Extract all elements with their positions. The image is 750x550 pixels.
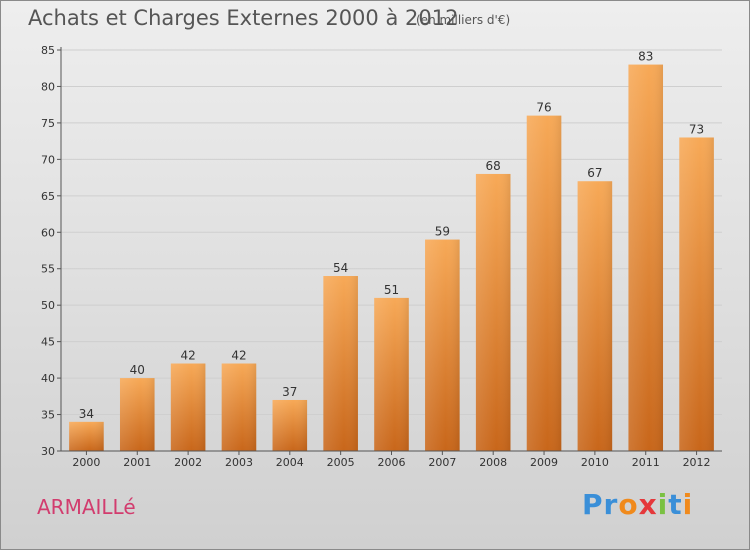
- x-tick-label: 2003: [225, 456, 253, 469]
- data-label: 59: [435, 225, 450, 239]
- y-tick-label: 50: [41, 299, 55, 312]
- y-tick-label: 40: [41, 372, 55, 385]
- y-tick-label: 65: [41, 190, 55, 203]
- x-tick-label: 2007: [428, 456, 456, 469]
- y-tick-label: 60: [41, 226, 55, 239]
- bar-shade: [679, 137, 714, 451]
- x-tick-label: 2009: [530, 456, 558, 469]
- data-label: 67: [587, 166, 602, 180]
- data-label: 76: [536, 101, 551, 115]
- x-tick-label: 2010: [581, 456, 609, 469]
- bar-shade: [170, 363, 206, 451]
- bar-shade: [272, 399, 308, 451]
- bar-shade: [221, 363, 257, 451]
- data-label: 83: [638, 50, 653, 64]
- y-tick-label: 55: [41, 263, 55, 276]
- logo-letter: r: [603, 488, 619, 521]
- bar-shade: [628, 64, 664, 451]
- y-tick-label: 75: [41, 117, 55, 130]
- logo-letter: P: [582, 488, 604, 521]
- y-tick-label: 80: [41, 80, 55, 93]
- data-label: 51: [384, 283, 399, 297]
- y-tick-label: 35: [41, 409, 55, 422]
- logo-letter: t: [668, 488, 683, 521]
- bar-shade: [69, 421, 104, 451]
- data-label: 34: [79, 407, 94, 421]
- data-label: 73: [689, 122, 704, 136]
- logo-letter: i: [657, 488, 669, 521]
- y-tick-label: 45: [41, 336, 55, 349]
- x-tick-label: 2006: [378, 456, 406, 469]
- chart-subtitle: (en milliers d'€): [416, 13, 511, 27]
- bar-shade: [475, 173, 511, 452]
- x-tick-label: 2012: [683, 456, 711, 469]
- x-tick-label: 2001: [123, 456, 151, 469]
- bar-shade: [526, 115, 562, 452]
- bar-shade: [374, 297, 409, 451]
- data-label: 42: [231, 349, 246, 363]
- x-tick-label: 2005: [327, 456, 355, 469]
- proxiti-logo: Proxiti: [582, 488, 693, 521]
- bar-shade: [425, 239, 460, 451]
- chart-title: Achats et Charges Externes 2000 à 2012: [28, 6, 459, 30]
- commune-name: ARMAILLé: [37, 495, 136, 519]
- x-tick-label: 2004: [276, 456, 304, 469]
- bar-shade: [577, 181, 613, 451]
- data-label: 68: [486, 159, 501, 173]
- x-tick-label: 2002: [174, 456, 202, 469]
- data-label: 42: [180, 349, 195, 363]
- x-tick-label: 2008: [479, 456, 507, 469]
- logo-letter: i: [682, 488, 694, 521]
- logo-letter: x: [638, 488, 658, 521]
- data-label: 37: [282, 385, 297, 399]
- x-tick-label: 2011: [632, 456, 660, 469]
- y-tick-label: 30: [41, 445, 55, 458]
- bar-shade: [119, 378, 155, 451]
- logo-letter: o: [618, 488, 639, 521]
- x-tick-label: 2000: [72, 456, 100, 469]
- data-label: 54: [333, 261, 348, 275]
- y-tick-label: 70: [41, 153, 55, 166]
- data-label: 40: [130, 363, 145, 377]
- y-tick-label: 85: [41, 44, 55, 57]
- bar-shade: [323, 276, 358, 451]
